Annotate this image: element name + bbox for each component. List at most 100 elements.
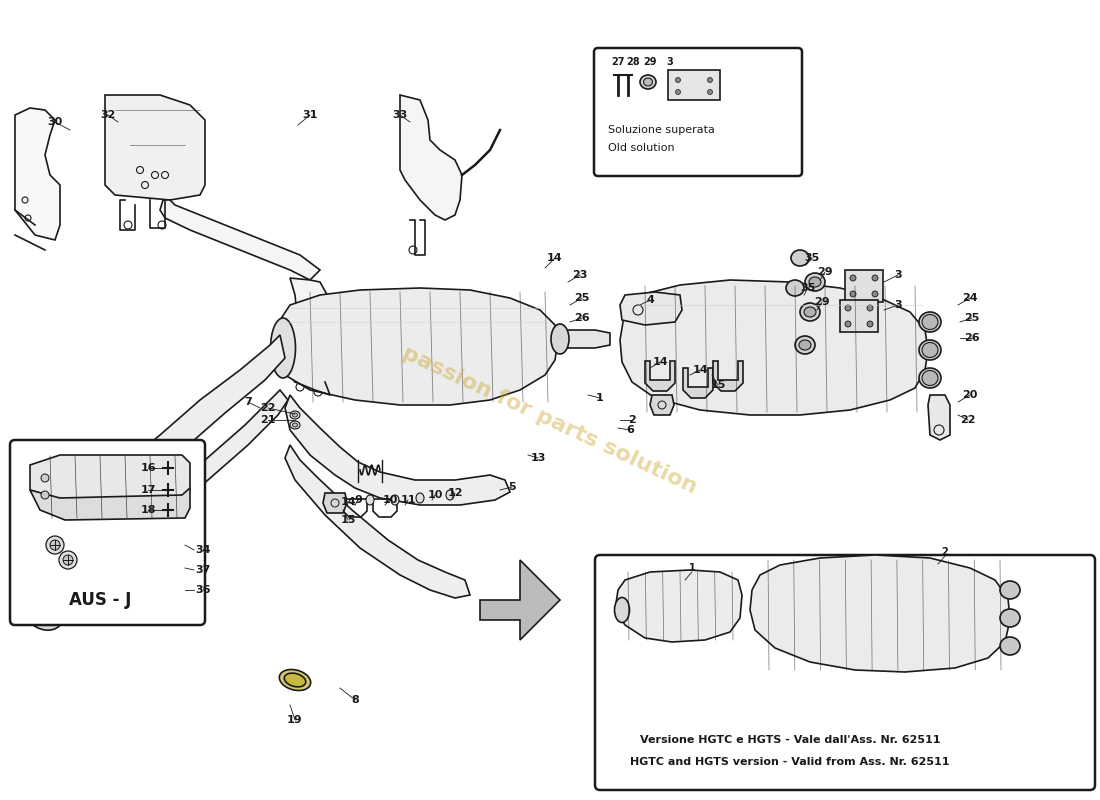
Text: 29: 29 — [814, 297, 829, 307]
Ellipse shape — [644, 78, 652, 86]
Polygon shape — [750, 555, 1010, 672]
Polygon shape — [30, 335, 285, 585]
Polygon shape — [713, 361, 743, 391]
Ellipse shape — [279, 670, 310, 690]
Text: 33: 33 — [393, 110, 408, 120]
Ellipse shape — [786, 280, 804, 296]
Circle shape — [850, 275, 856, 281]
Text: 28: 28 — [626, 57, 640, 67]
Text: 37: 37 — [195, 565, 210, 575]
Text: 12: 12 — [448, 488, 463, 498]
Polygon shape — [30, 488, 190, 520]
Circle shape — [872, 291, 878, 297]
Circle shape — [845, 305, 851, 311]
Text: 22: 22 — [261, 403, 276, 413]
Text: HGTC and HGTS version - Valid from Ass. Nr. 62511: HGTC and HGTS version - Valid from Ass. … — [630, 757, 949, 767]
Circle shape — [845, 321, 851, 327]
Text: passion for parts solution: passion for parts solution — [399, 342, 701, 498]
Text: 14: 14 — [692, 365, 707, 375]
Polygon shape — [40, 390, 288, 620]
Text: 13: 13 — [530, 453, 546, 463]
Text: 14: 14 — [547, 253, 563, 263]
Ellipse shape — [293, 413, 297, 417]
Ellipse shape — [290, 411, 300, 419]
Ellipse shape — [808, 277, 821, 287]
Circle shape — [46, 536, 64, 554]
Ellipse shape — [804, 307, 816, 317]
Polygon shape — [845, 270, 883, 302]
Text: 26: 26 — [965, 333, 980, 343]
Text: AUS - J: AUS - J — [69, 591, 131, 609]
Circle shape — [63, 555, 73, 565]
Text: 10: 10 — [383, 495, 398, 505]
Polygon shape — [556, 330, 610, 348]
Text: 17: 17 — [141, 485, 156, 495]
Text: 34: 34 — [195, 545, 210, 555]
Ellipse shape — [366, 495, 374, 505]
Text: 25: 25 — [574, 293, 590, 303]
Text: 36: 36 — [195, 585, 210, 595]
Text: 30: 30 — [47, 117, 63, 127]
Ellipse shape — [20, 586, 64, 630]
Text: 14: 14 — [340, 497, 355, 507]
Text: 8: 8 — [351, 695, 359, 705]
Polygon shape — [160, 200, 320, 280]
Ellipse shape — [918, 312, 940, 332]
Text: Soluzione superata: Soluzione superata — [608, 125, 715, 135]
Text: 19: 19 — [287, 715, 303, 725]
Text: 26: 26 — [574, 313, 590, 323]
Polygon shape — [645, 361, 675, 391]
Text: 3: 3 — [894, 300, 902, 310]
Text: 16: 16 — [140, 463, 156, 473]
Ellipse shape — [1000, 581, 1020, 599]
Ellipse shape — [800, 303, 820, 321]
Text: 6: 6 — [626, 425, 634, 435]
Polygon shape — [683, 368, 713, 398]
Polygon shape — [620, 280, 928, 415]
Text: 32: 32 — [100, 110, 116, 120]
Polygon shape — [30, 455, 190, 500]
Polygon shape — [620, 292, 682, 325]
Ellipse shape — [918, 340, 940, 360]
Polygon shape — [285, 445, 470, 598]
Text: 2: 2 — [628, 415, 636, 425]
Text: 10: 10 — [427, 490, 442, 500]
Ellipse shape — [25, 591, 58, 625]
Circle shape — [41, 491, 50, 499]
Text: 31: 31 — [302, 110, 318, 120]
Text: 4: 4 — [646, 295, 653, 305]
Ellipse shape — [336, 495, 344, 505]
Text: 21: 21 — [261, 415, 276, 425]
Ellipse shape — [416, 493, 424, 503]
Text: 20: 20 — [962, 390, 978, 400]
Ellipse shape — [271, 318, 296, 378]
Ellipse shape — [805, 273, 825, 291]
Text: 35: 35 — [801, 283, 815, 293]
Circle shape — [675, 90, 681, 94]
Text: 27: 27 — [612, 57, 625, 67]
Circle shape — [707, 78, 713, 82]
FancyBboxPatch shape — [10, 440, 205, 625]
Text: 11: 11 — [400, 495, 416, 505]
Circle shape — [41, 474, 50, 482]
Polygon shape — [104, 95, 205, 200]
Text: 29: 29 — [644, 57, 657, 67]
Text: 18: 18 — [141, 505, 156, 515]
Polygon shape — [400, 95, 462, 220]
Ellipse shape — [446, 490, 454, 500]
Polygon shape — [928, 395, 950, 440]
Ellipse shape — [1000, 637, 1020, 655]
Text: 7: 7 — [244, 397, 252, 407]
Text: 3: 3 — [667, 57, 673, 67]
Ellipse shape — [290, 421, 300, 429]
Circle shape — [707, 90, 713, 94]
Text: 23: 23 — [572, 270, 587, 280]
Circle shape — [867, 305, 873, 311]
Text: 3: 3 — [894, 270, 902, 280]
Polygon shape — [650, 395, 674, 415]
Ellipse shape — [791, 250, 808, 266]
FancyBboxPatch shape — [595, 555, 1094, 790]
Text: 35: 35 — [804, 253, 820, 263]
Circle shape — [50, 540, 60, 550]
Ellipse shape — [1000, 609, 1020, 627]
